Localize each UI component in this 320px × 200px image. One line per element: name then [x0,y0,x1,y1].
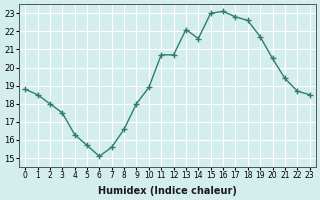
X-axis label: Humidex (Indice chaleur): Humidex (Indice chaleur) [98,186,237,196]
